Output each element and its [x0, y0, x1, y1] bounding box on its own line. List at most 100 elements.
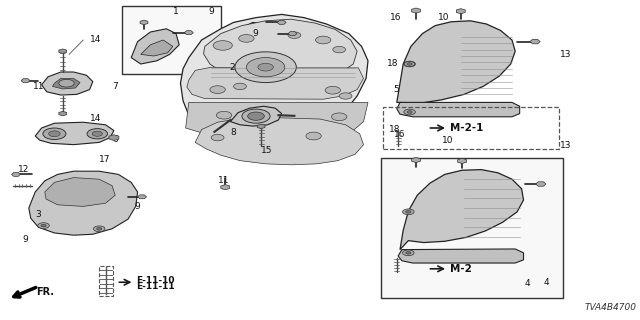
Text: 12: 12	[18, 165, 29, 174]
Circle shape	[316, 36, 331, 44]
Circle shape	[210, 86, 225, 93]
Polygon shape	[42, 72, 93, 95]
Polygon shape	[186, 102, 368, 147]
Text: E-11-11: E-11-11	[136, 282, 175, 291]
Polygon shape	[230, 106, 282, 126]
Polygon shape	[458, 158, 467, 164]
Circle shape	[404, 109, 415, 115]
Text: 14: 14	[90, 114, 101, 123]
Circle shape	[306, 132, 321, 140]
Text: 13: 13	[560, 141, 572, 150]
Polygon shape	[140, 20, 148, 25]
Bar	[99, 266, 113, 296]
Polygon shape	[59, 49, 67, 53]
Text: M-2-1: M-2-1	[450, 123, 483, 133]
Polygon shape	[400, 170, 524, 250]
Circle shape	[242, 109, 270, 123]
Text: 16: 16	[390, 13, 402, 22]
Polygon shape	[35, 122, 114, 145]
Circle shape	[216, 111, 232, 119]
Polygon shape	[131, 29, 179, 64]
Circle shape	[234, 83, 246, 90]
Polygon shape	[398, 249, 524, 263]
Polygon shape	[530, 39, 540, 44]
Circle shape	[41, 224, 46, 227]
Circle shape	[246, 58, 285, 77]
Polygon shape	[45, 178, 115, 206]
Polygon shape	[234, 22, 272, 46]
Circle shape	[404, 61, 415, 67]
Circle shape	[38, 223, 49, 228]
Circle shape	[403, 209, 414, 215]
Circle shape	[288, 32, 301, 38]
Polygon shape	[243, 27, 266, 42]
Circle shape	[49, 131, 60, 137]
Circle shape	[407, 111, 412, 113]
Polygon shape	[59, 111, 67, 116]
Polygon shape	[257, 124, 265, 129]
Circle shape	[239, 35, 254, 42]
Polygon shape	[109, 135, 119, 140]
Circle shape	[404, 61, 415, 67]
Text: 9: 9	[253, 29, 259, 38]
Circle shape	[339, 93, 352, 99]
Circle shape	[97, 228, 102, 230]
Text: 4: 4	[544, 278, 550, 287]
Text: TVA4B4700: TVA4B4700	[585, 303, 637, 312]
Text: 18: 18	[388, 125, 400, 134]
Text: M-2: M-2	[450, 264, 472, 274]
Circle shape	[258, 63, 273, 71]
Circle shape	[211, 134, 224, 141]
Text: 10: 10	[438, 13, 450, 22]
Text: 5: 5	[394, 85, 399, 94]
Circle shape	[333, 46, 346, 53]
Circle shape	[406, 211, 411, 213]
Text: 9: 9	[134, 202, 140, 211]
Bar	[383, 107, 559, 149]
Text: 15: 15	[261, 146, 273, 155]
Text: 11: 11	[33, 82, 45, 91]
Text: 17: 17	[99, 156, 111, 164]
Polygon shape	[204, 19, 357, 83]
Circle shape	[406, 252, 411, 254]
Polygon shape	[180, 14, 368, 149]
Text: 8: 8	[230, 128, 236, 137]
Text: FR.: FR.	[36, 287, 54, 297]
Polygon shape	[21, 79, 30, 83]
Polygon shape	[52, 78, 80, 89]
Text: 14: 14	[90, 36, 101, 44]
Polygon shape	[221, 185, 230, 190]
Polygon shape	[277, 20, 286, 24]
Text: E-11-10: E-11-10	[136, 276, 175, 285]
Text: 16: 16	[394, 130, 405, 139]
Circle shape	[87, 129, 108, 139]
Circle shape	[59, 79, 74, 87]
Text: 3: 3	[35, 210, 41, 219]
Polygon shape	[288, 32, 297, 36]
Circle shape	[93, 226, 105, 232]
Circle shape	[332, 113, 347, 121]
Circle shape	[403, 250, 414, 256]
Polygon shape	[412, 157, 420, 163]
Text: 7: 7	[112, 82, 118, 91]
Polygon shape	[412, 8, 420, 13]
Polygon shape	[397, 102, 520, 117]
Circle shape	[407, 63, 412, 65]
Circle shape	[43, 128, 66, 140]
Polygon shape	[536, 182, 546, 186]
Text: 10: 10	[442, 136, 453, 145]
Bar	[381, 158, 563, 298]
Text: 2: 2	[229, 63, 235, 72]
Text: 9: 9	[208, 7, 214, 16]
Circle shape	[235, 52, 296, 83]
Circle shape	[248, 112, 264, 120]
Polygon shape	[187, 67, 364, 99]
Bar	[122, 6, 221, 74]
Circle shape	[92, 131, 102, 136]
Polygon shape	[456, 9, 465, 14]
Circle shape	[213, 41, 232, 50]
Text: 4: 4	[525, 279, 531, 288]
Text: 1: 1	[173, 7, 179, 16]
Polygon shape	[138, 195, 147, 199]
Polygon shape	[29, 171, 138, 235]
